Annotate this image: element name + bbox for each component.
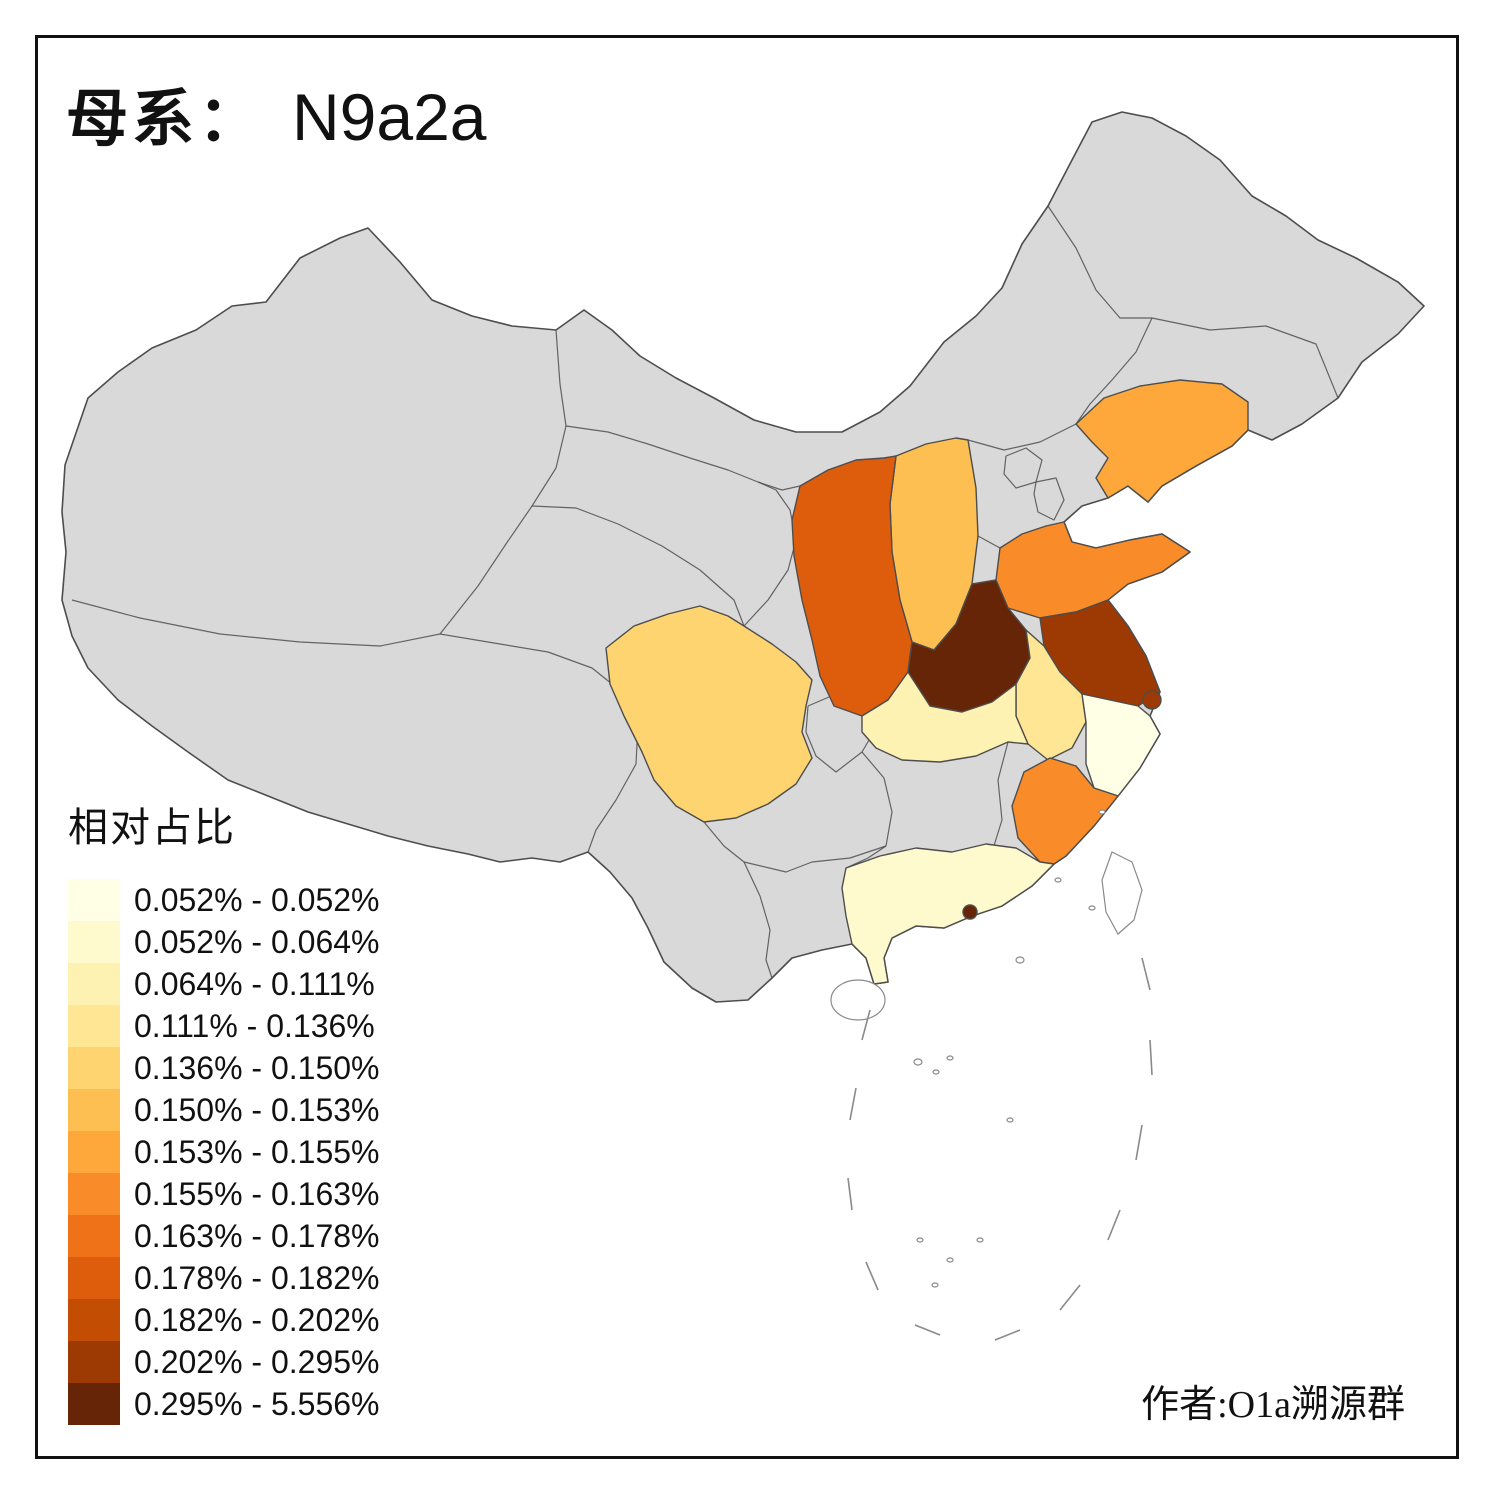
paracel-islet bbox=[946, 1055, 954, 1061]
legend-swatch bbox=[68, 1089, 120, 1131]
province-hubei bbox=[861, 671, 1029, 763]
data-provinces bbox=[605, 379, 1249, 985]
province-guangdong bbox=[841, 843, 1055, 985]
paracel-islet bbox=[913, 1058, 923, 1066]
legend-row: 0.182% - 0.202% bbox=[68, 1299, 380, 1341]
legend-label: 0.111% - 0.136% bbox=[134, 1007, 375, 1044]
legend-swatch bbox=[68, 1047, 120, 1089]
legend-label: 0.178% - 0.182% bbox=[134, 1259, 380, 1296]
province-fujian bbox=[1011, 757, 1119, 865]
legend-swatch bbox=[68, 1173, 120, 1215]
legend-row: 0.155% - 0.163% bbox=[68, 1173, 380, 1215]
pratas-islet bbox=[1015, 956, 1025, 964]
spratly-islet bbox=[976, 1237, 984, 1243]
islands bbox=[830, 809, 1143, 1288]
coastal-islet bbox=[1098, 809, 1106, 815]
legend-label: 0.064% - 0.111% bbox=[134, 965, 375, 1002]
legend-swatch bbox=[68, 1005, 120, 1047]
legend-title: 相对占比 bbox=[68, 805, 236, 850]
legend-swatch bbox=[68, 963, 120, 1005]
legend-row: 0.163% - 0.178% bbox=[68, 1215, 380, 1257]
hainan-island bbox=[830, 979, 886, 1021]
legend-label: 0.136% - 0.150% bbox=[134, 1049, 380, 1086]
legend-swatch bbox=[68, 879, 120, 921]
nine-dash-line bbox=[847, 957, 1153, 1341]
title-prefix: 母系： bbox=[66, 86, 265, 154]
legend-label: 0.150% - 0.153% bbox=[134, 1091, 380, 1128]
legend-label: 0.295% - 5.556% bbox=[134, 1385, 380, 1422]
legend-label: 0.052% - 0.052% bbox=[134, 881, 380, 918]
province-zhejiang bbox=[1081, 693, 1161, 797]
spratly-islet bbox=[931, 1282, 939, 1288]
legend-swatch bbox=[68, 1257, 120, 1299]
legend-label: 0.202% - 0.295% bbox=[134, 1343, 380, 1380]
legend-swatch bbox=[68, 1299, 120, 1341]
spratly-islet bbox=[916, 1237, 924, 1243]
penghu-islet bbox=[1088, 905, 1096, 911]
legend-label: 0.153% - 0.155% bbox=[134, 1133, 380, 1170]
legend-swatch bbox=[68, 1131, 120, 1173]
legend-row: 0.150% - 0.153% bbox=[68, 1089, 380, 1131]
legend-label: 0.052% - 0.064% bbox=[134, 923, 380, 960]
coastal-islet bbox=[1054, 877, 1062, 883]
province-shanghai bbox=[1142, 690, 1162, 710]
province-shandong bbox=[995, 521, 1191, 619]
title-haplogroup: N9a2a bbox=[292, 80, 487, 154]
legend-row: 0.295% - 5.556% bbox=[68, 1383, 380, 1425]
legend-swatch bbox=[68, 1383, 120, 1425]
legend-row: 0.064% - 0.111% bbox=[68, 963, 380, 1005]
legend-row: 0.178% - 0.182% bbox=[68, 1257, 380, 1299]
taiwan-island bbox=[1101, 851, 1143, 935]
legend-swatch bbox=[68, 1341, 120, 1383]
paracel-islet bbox=[932, 1069, 940, 1075]
legend-swatch bbox=[68, 921, 120, 963]
legend-label: 0.182% - 0.202% bbox=[134, 1301, 380, 1338]
legend-swatch bbox=[68, 1215, 120, 1257]
province-anhui bbox=[1015, 629, 1087, 761]
province-hongkong bbox=[962, 904, 978, 920]
author-credit: 作者:O1a溯源群 bbox=[1141, 1384, 1405, 1426]
legend-label: 0.155% - 0.163% bbox=[134, 1175, 380, 1212]
legend-row: 0.111% - 0.136% bbox=[68, 1005, 380, 1047]
province-sichuan bbox=[605, 605, 813, 823]
legend-row: 0.202% - 0.295% bbox=[68, 1341, 380, 1383]
legend-row: 0.052% - 0.052% bbox=[68, 879, 380, 921]
spratly-islet bbox=[946, 1257, 954, 1263]
province-liaoning bbox=[1075, 379, 1249, 503]
legend-label: 0.163% - 0.178% bbox=[134, 1217, 380, 1254]
legend: 相对占比 0.052% - 0.052% 0.052% - 0.064% 0.064… bbox=[68, 795, 380, 1425]
map-title: 母系： N9a2a bbox=[66, 68, 487, 158]
legend-rows: 0.052% - 0.052% 0.052% - 0.064% 0.064% - 0… bbox=[68, 879, 380, 1425]
legend-row: 0.052% - 0.064% bbox=[68, 921, 380, 963]
legend-row: 0.136% - 0.150% bbox=[68, 1047, 380, 1089]
legend-row: 0.153% - 0.155% bbox=[68, 1131, 380, 1173]
scs-islet bbox=[1006, 1117, 1014, 1123]
